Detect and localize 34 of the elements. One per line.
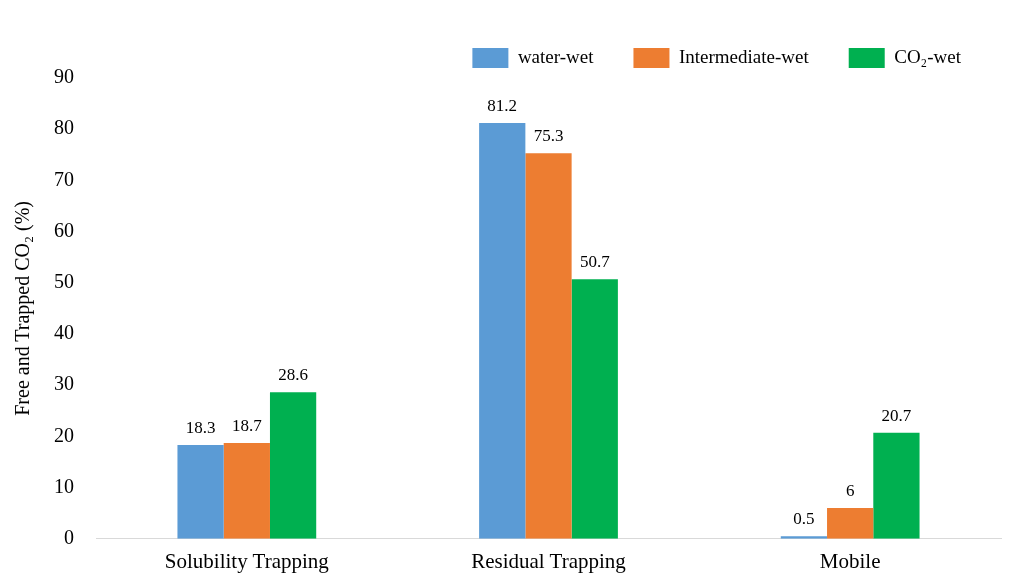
bar: [223, 443, 270, 539]
legend-label: Intermediate-wet: [678, 45, 810, 67]
legend-label: water-wet: [517, 45, 595, 67]
y-tick-label: 10: [54, 474, 74, 497]
y-tick-label: 70: [54, 167, 74, 190]
bar: [177, 445, 224, 539]
bar: [571, 279, 618, 539]
data-label: 75.3: [533, 126, 564, 146]
x-tick-label: Residual Trapping: [471, 548, 627, 573]
bar: [525, 153, 572, 539]
data-label: 18.7: [231, 416, 263, 436]
y-tick-label: 30: [54, 372, 74, 395]
bar: [827, 508, 874, 539]
y-tick-label: 40: [54, 321, 74, 344]
data-label: 6: [845, 481, 855, 501]
x-tick-label: Mobile: [819, 548, 881, 573]
y-tick-label: 0: [64, 526, 74, 549]
y-tick-label: 20: [54, 423, 74, 446]
bar: [269, 392, 317, 539]
y-axis-title: Free and Trapped CO₂ (%): [11, 201, 35, 416]
data-label: 50.7: [579, 252, 611, 272]
data-label: 81.2: [487, 96, 518, 116]
x-tick-label: Solubility Trapping: [164, 548, 330, 573]
data-label: 0.5: [793, 509, 815, 529]
legend-label: CO₂-wet: [894, 45, 962, 67]
y-tick-label: 60: [54, 218, 74, 241]
data-label: 28.6: [278, 365, 308, 385]
y-tick-label: 80: [54, 116, 74, 139]
y-tick-label: 50: [54, 270, 74, 293]
bar: [873, 432, 920, 539]
y-tick-label: 90: [54, 65, 74, 88]
bar: [479, 123, 526, 539]
data-label: 20.7: [881, 405, 912, 425]
data-label: 18.3: [185, 418, 216, 438]
